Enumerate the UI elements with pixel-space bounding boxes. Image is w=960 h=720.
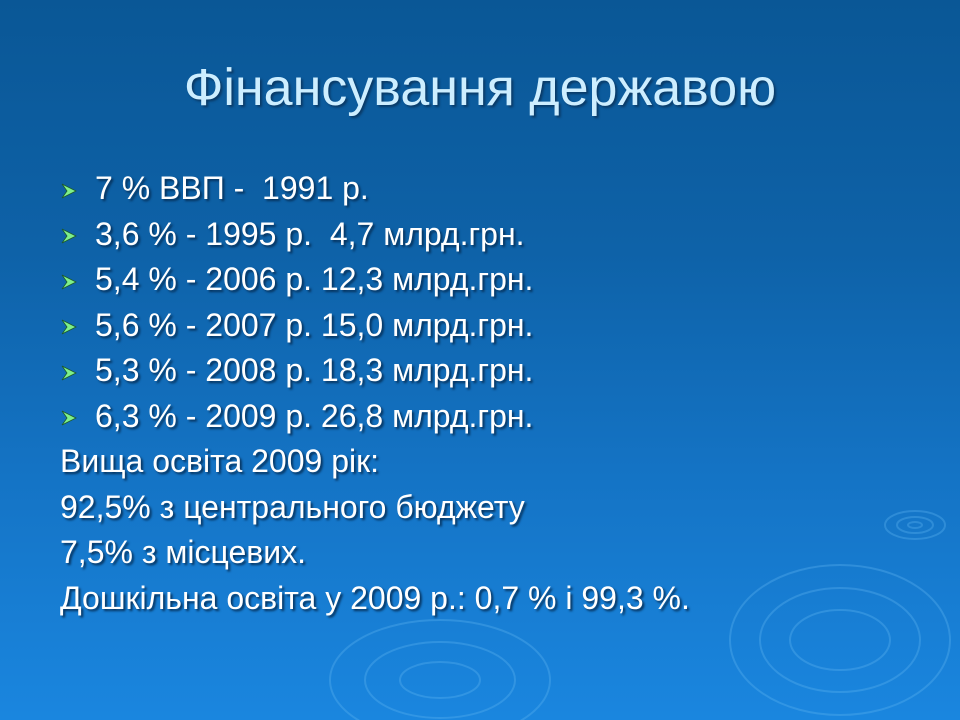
bullet-item: 3,6 % - 1995 р. 4,7 млрд.грн. — [60, 212, 940, 258]
bullet-item: 7 % ВВП - 1991 р. — [60, 166, 940, 212]
bullet-item: 5,4 % - 2006 р. 12,3 млрд.грн. — [60, 257, 940, 303]
arrowhead-bullet-icon — [60, 257, 95, 303]
paragraph-central-budget: 92,5% з центрального бюджету — [60, 488, 525, 525]
arrowhead-bullet-icon — [60, 166, 95, 212]
arrowhead-bullet-icon — [60, 394, 95, 440]
slide-body: 7 % ВВП - 1991 р. 3,6 % - 1995 р. 4,7 мл… — [60, 166, 940, 621]
paragraph-higher-education: Вища освіта 2009 рік: — [60, 443, 379, 479]
slide-title: Фінансування державою — [183, 59, 777, 117]
arrowhead-bullet-icon — [60, 303, 95, 349]
paragraph-local-budget: 7,5% з місцевих. — [60, 534, 307, 570]
bullet-item: 6,3 % - 2009 р. 26,8 млрд.грн. — [60, 394, 940, 440]
paragraph-preschool-education: Дошкільна освіта у 2009 р.: 0,7 % і 99,3… — [60, 579, 690, 616]
bullet-item: 5,6 % - 2007 р. 15,0 млрд.грн. — [60, 303, 940, 349]
bullet-item: 5,3 % - 2008 р. 18,3 млрд.грн. — [60, 348, 940, 394]
arrowhead-bullet-icon — [60, 348, 95, 394]
arrowhead-bullet-icon — [60, 212, 95, 258]
